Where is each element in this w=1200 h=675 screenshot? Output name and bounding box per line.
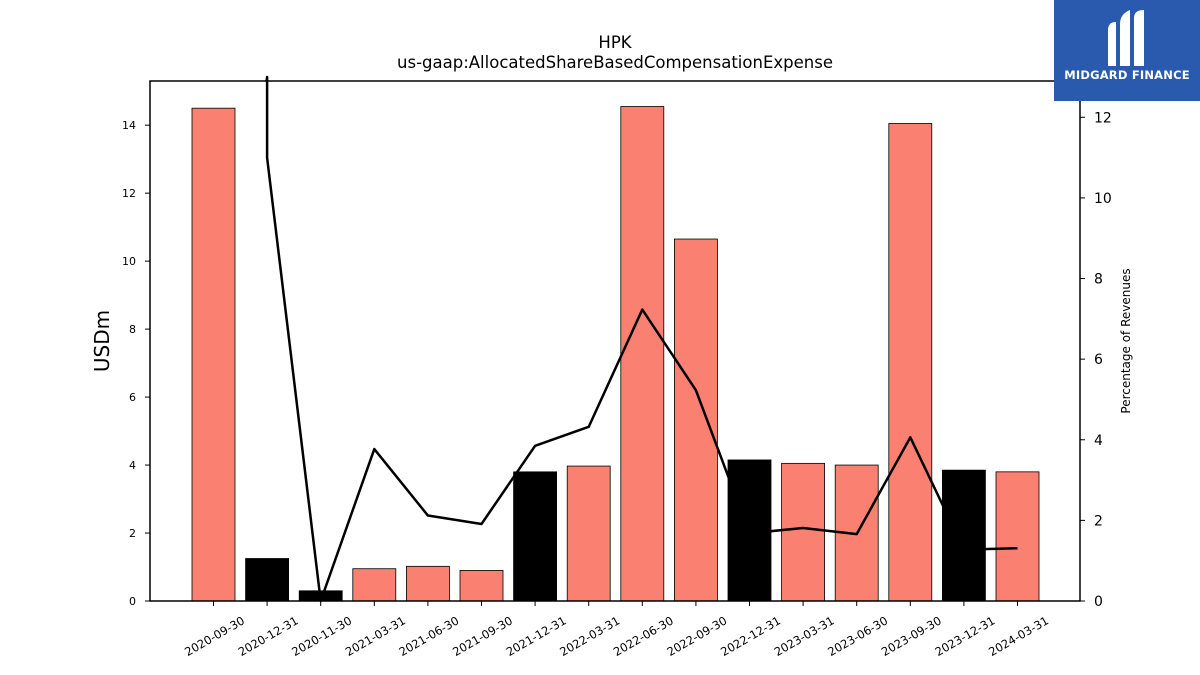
x-tick-label-2023-12-31: 2023-12-31: [933, 613, 998, 659]
y2-tick-label-12: 12: [1094, 110, 1112, 126]
x-tick-label-2021-06-30: 2021-06-30: [397, 613, 462, 659]
bar-2021-09-30: [459, 570, 504, 602]
x-tick-label-2022-06-30: 2022-06-30: [611, 613, 676, 659]
bar-2021-03-31: [352, 568, 397, 602]
x-tick-label-2021-03-31: 2021-03-31: [343, 613, 408, 659]
x-tick-label-2021-09-30: 2021-09-30: [450, 613, 515, 659]
logo-text: MIDGARD FINANCE: [1064, 68, 1190, 82]
plot-frame: [149, 80, 1081, 602]
x-tick-label-2024-03-31: 2024-03-31: [986, 613, 1051, 659]
y2-tick-label-0: 0: [1094, 594, 1103, 610]
x-tick-label-2020-09-30: 2020-09-30: [182, 613, 247, 659]
bar-2023-12-31: [942, 469, 986, 602]
bar-2023-09-30: [888, 123, 933, 602]
x-tick-label-2020-12-31: 2020-12-31: [236, 613, 301, 659]
y2-tick-label-2: 2: [1094, 513, 1103, 529]
y-tick-label-6: 6: [129, 391, 136, 404]
bar-2021-12-31: [513, 471, 557, 602]
y2-tick-label-8: 8: [1094, 272, 1103, 288]
y-axis-label: USDm: [90, 310, 114, 372]
x-tick-label-2022-09-30: 2022-09-30: [665, 613, 730, 659]
bar-2022-03-31: [566, 465, 611, 602]
ratio-line: [265, 75, 966, 603]
y2-tick-label-10: 10: [1094, 191, 1112, 207]
y-tick-label-2: 2: [129, 527, 136, 540]
bar-2024-03-31: [995, 471, 1040, 602]
bar-2022-06-30: [620, 106, 665, 602]
x-tick-label-2022-03-31: 2022-03-31: [557, 613, 622, 659]
x-tick-label-2020-11-30: 2020-11-30: [289, 613, 354, 659]
x-tick-label-2023-09-30: 2023-09-30: [879, 613, 944, 659]
y-tick-label-10: 10: [122, 255, 136, 268]
bar-2022-09-30: [674, 238, 718, 602]
y-tick-label-12: 12: [122, 187, 136, 200]
y-tick-label-4: 4: [129, 459, 136, 472]
bar-2021-06-30: [405, 565, 450, 602]
x-tick-label-2021-12-31: 2021-12-31: [504, 613, 569, 659]
y-tick-label-0: 0: [129, 595, 136, 608]
bar-2020-12-31: [245, 558, 290, 602]
x-tick-label-2023-03-31: 2023-03-31: [772, 613, 837, 659]
y2-axis-label: Percentage of Revenues: [1119, 268, 1133, 413]
ratio-line-tail: [973, 546, 1018, 551]
chart-title: HPK: [598, 33, 632, 52]
y2-tick-label-4: 4: [1094, 433, 1103, 449]
y-tick-label-14: 14: [122, 119, 136, 132]
y-tick-label-8: 8: [129, 323, 136, 336]
x-tick-label-2023-06-30: 2023-06-30: [825, 613, 890, 659]
bar-2020-09-30: [191, 107, 236, 602]
midgard-logo: MIDGARD FINANCE: [1054, 0, 1200, 101]
y2-tick-label-6: 6: [1094, 352, 1103, 368]
midgard-logo-icon: [1108, 10, 1144, 66]
chart-subtitle: us-gaap:AllocatedShareBasedCompensationE…: [397, 53, 833, 72]
x-tick-label-2022-12-31: 2022-12-31: [718, 613, 783, 659]
bar-2023-03-31: [781, 462, 825, 602]
